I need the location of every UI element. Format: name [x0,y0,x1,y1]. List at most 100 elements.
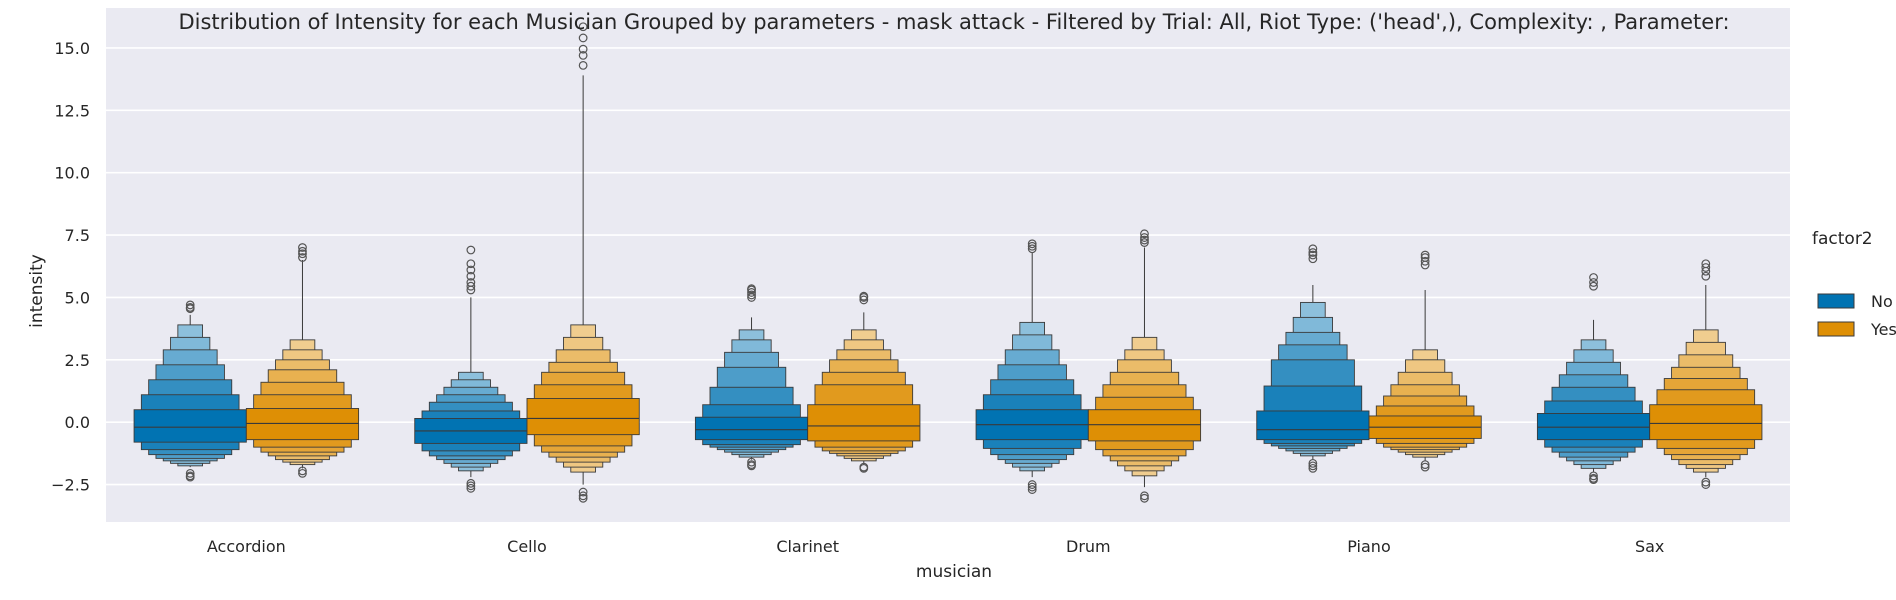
outlier-point [1420,250,1430,260]
outlier-point [1701,259,1711,269]
outlier-point [1308,250,1318,260]
outlier-point [1308,244,1318,254]
boxen-accordion-yes [245,243,360,478]
x-tick-label: Clarinet [776,537,839,556]
outlier-point [1308,248,1318,257]
boxen-piano-no [1256,244,1370,473]
y-tick-label: 12.5 [54,101,90,120]
outlier-point [298,246,307,256]
outlier-point [298,243,307,252]
boxen-piano-yes [1368,250,1482,472]
y-tick-label: 15.0 [54,39,90,58]
outlier-point [298,249,307,259]
outlier-point [747,284,756,294]
outlier-point [1701,477,1711,487]
x-tick-label: Drum [1066,537,1111,556]
outlier-point [185,472,195,482]
outlier-point [1420,462,1430,472]
outlier-point [466,281,476,291]
outlier-point [1027,244,1037,254]
outlier-point [747,461,756,471]
outlier-point [466,481,476,491]
x-tick-label: Accordion [207,537,286,556]
outlier-point [1308,463,1318,473]
outlier-point [1027,239,1037,249]
outlier-point [1308,458,1318,468]
y-tick-label: 0.0 [65,413,90,432]
y-tick-label: 10.0 [54,164,90,183]
outlier-point [747,288,756,297]
outlier-point [1027,485,1037,494]
x-axis-label: musician [916,562,992,582]
boxen-sax-no [1536,273,1651,484]
boxen-drum-no [975,239,1089,494]
boxen-level [807,404,921,442]
boxen-level [133,409,247,443]
outlier-point [185,468,195,478]
outlier-point [1589,278,1598,287]
outlier-point [466,271,476,281]
outlier-point [1420,253,1430,262]
outlier-point [1027,480,1037,489]
y-axis-ticks: −2.5 0.0 2.5 5.0 7.5 10.0 12.5 15.0 [51,39,90,495]
plot-background [106,8,1790,522]
outlier-point [1308,461,1318,471]
outlier-point [578,493,588,503]
series-no [133,239,1651,494]
legend-title: factor2 [1812,229,1873,249]
outlier-point [1589,273,1598,282]
outlier-point [1140,238,1149,247]
boxen-drum-yes [1087,229,1202,503]
outlier-point [1140,493,1149,503]
boxen-level [1649,404,1763,441]
chart-title: Distribution of Intensity for each Music… [178,10,1729,34]
y-tick-label: 2.5 [65,351,90,370]
y-tick-label: 5.0 [65,288,90,307]
outlier-point [578,33,588,43]
y-tick-label: −2.5 [51,476,90,495]
outlier-point [1140,229,1149,239]
outlier-point [859,291,869,301]
boxen-level [694,416,809,441]
outlier-point [1701,271,1711,281]
x-tick-label: Piano [1347,537,1390,556]
outlier-point [1701,480,1711,489]
boxen-level [1087,409,1202,442]
y-axis-label: intensity [27,254,47,328]
outlier-point [1027,241,1037,251]
outlier-point [466,259,476,269]
boxen-level [245,408,360,441]
boxen-cello-yes [526,22,640,503]
legend-label-no: No [1871,292,1893,311]
outlier-point [578,22,588,32]
boxen-level [1256,410,1370,441]
x-tick-label: Sax [1635,537,1664,556]
outlier-point [1140,235,1149,245]
outlier-point [859,295,869,305]
outlier-point [298,253,307,262]
outlier-point [578,60,588,70]
boxen-cello-no [414,245,528,493]
legend-label-yes: Yes [1870,320,1896,339]
legend-swatch-no [1817,293,1855,309]
outlier-point [1701,263,1711,272]
outlier-point [466,245,476,255]
outlier-point [1420,460,1430,470]
outlier-point [859,463,869,473]
outlier-point [578,491,588,501]
outlier-point [298,466,307,476]
boxen-level [1536,413,1651,441]
outlier-point [298,468,307,478]
outlier-point [1027,482,1037,492]
outlier-point [578,51,588,60]
outlier-point [466,278,476,287]
outlier-point [1140,233,1149,242]
legend-swatch-yes [1817,321,1855,337]
outlier-point [466,478,476,488]
boxen-marks [133,22,1763,503]
boxen-level [526,398,640,436]
outlier-point [466,265,476,275]
outlier-point [185,303,195,312]
